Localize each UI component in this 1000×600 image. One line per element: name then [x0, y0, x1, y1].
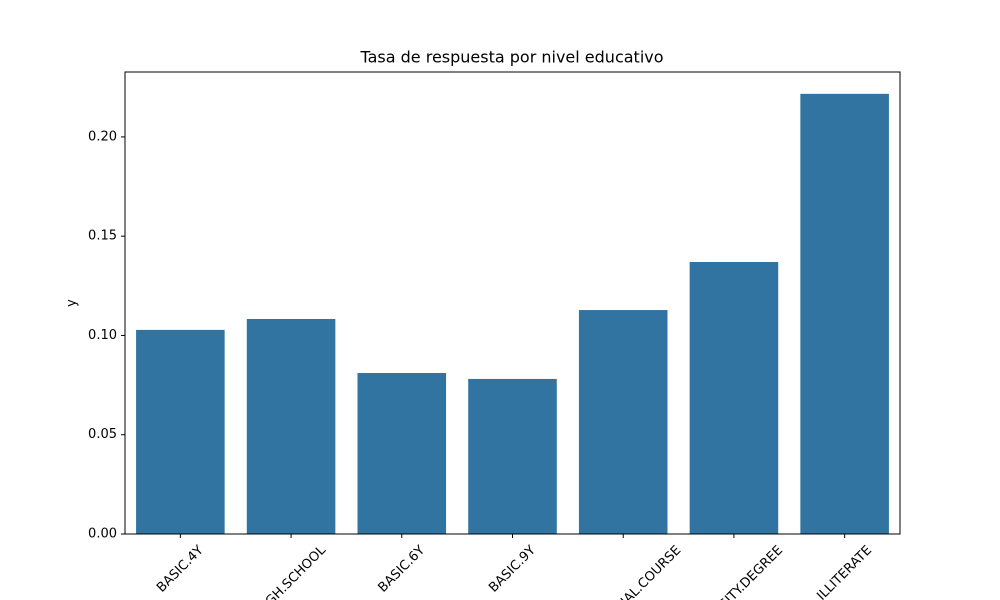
- y-tick-label: 0.15: [88, 229, 117, 244]
- bar: [136, 329, 225, 534]
- x-tick-label: BASIC.9Y: [486, 543, 539, 596]
- x-tick-label: PROFESSIONAL.COURSE: [562, 543, 684, 600]
- bar: [578, 310, 668, 534]
- y-tick-label: 0.10: [88, 328, 117, 343]
- x-tick-label: HIGH.SCHOOL: [253, 542, 329, 600]
- y-axis-label: y: [65, 299, 80, 307]
- y-tick-label: 0.05: [88, 427, 117, 442]
- bar: [800, 93, 889, 534]
- x-tick-label: UNIVERSITY.DEGREE: [682, 543, 786, 600]
- bar: [689, 262, 779, 534]
- x-tick-label: BASIC.4Y: [154, 543, 207, 596]
- bar: [468, 378, 557, 534]
- bar: [357, 372, 447, 534]
- x-tick-label: ILLITERATE: [814, 543, 875, 600]
- bar: [246, 318, 336, 534]
- y-tick-label: 0.00: [88, 527, 117, 542]
- y-tick-label: 0.20: [88, 129, 117, 144]
- chart-title: Tasa de respuesta por nivel educativo: [359, 48, 663, 67]
- x-tick-label: BASIC.6Y: [376, 543, 429, 596]
- plot-frame: [124, 71, 901, 535]
